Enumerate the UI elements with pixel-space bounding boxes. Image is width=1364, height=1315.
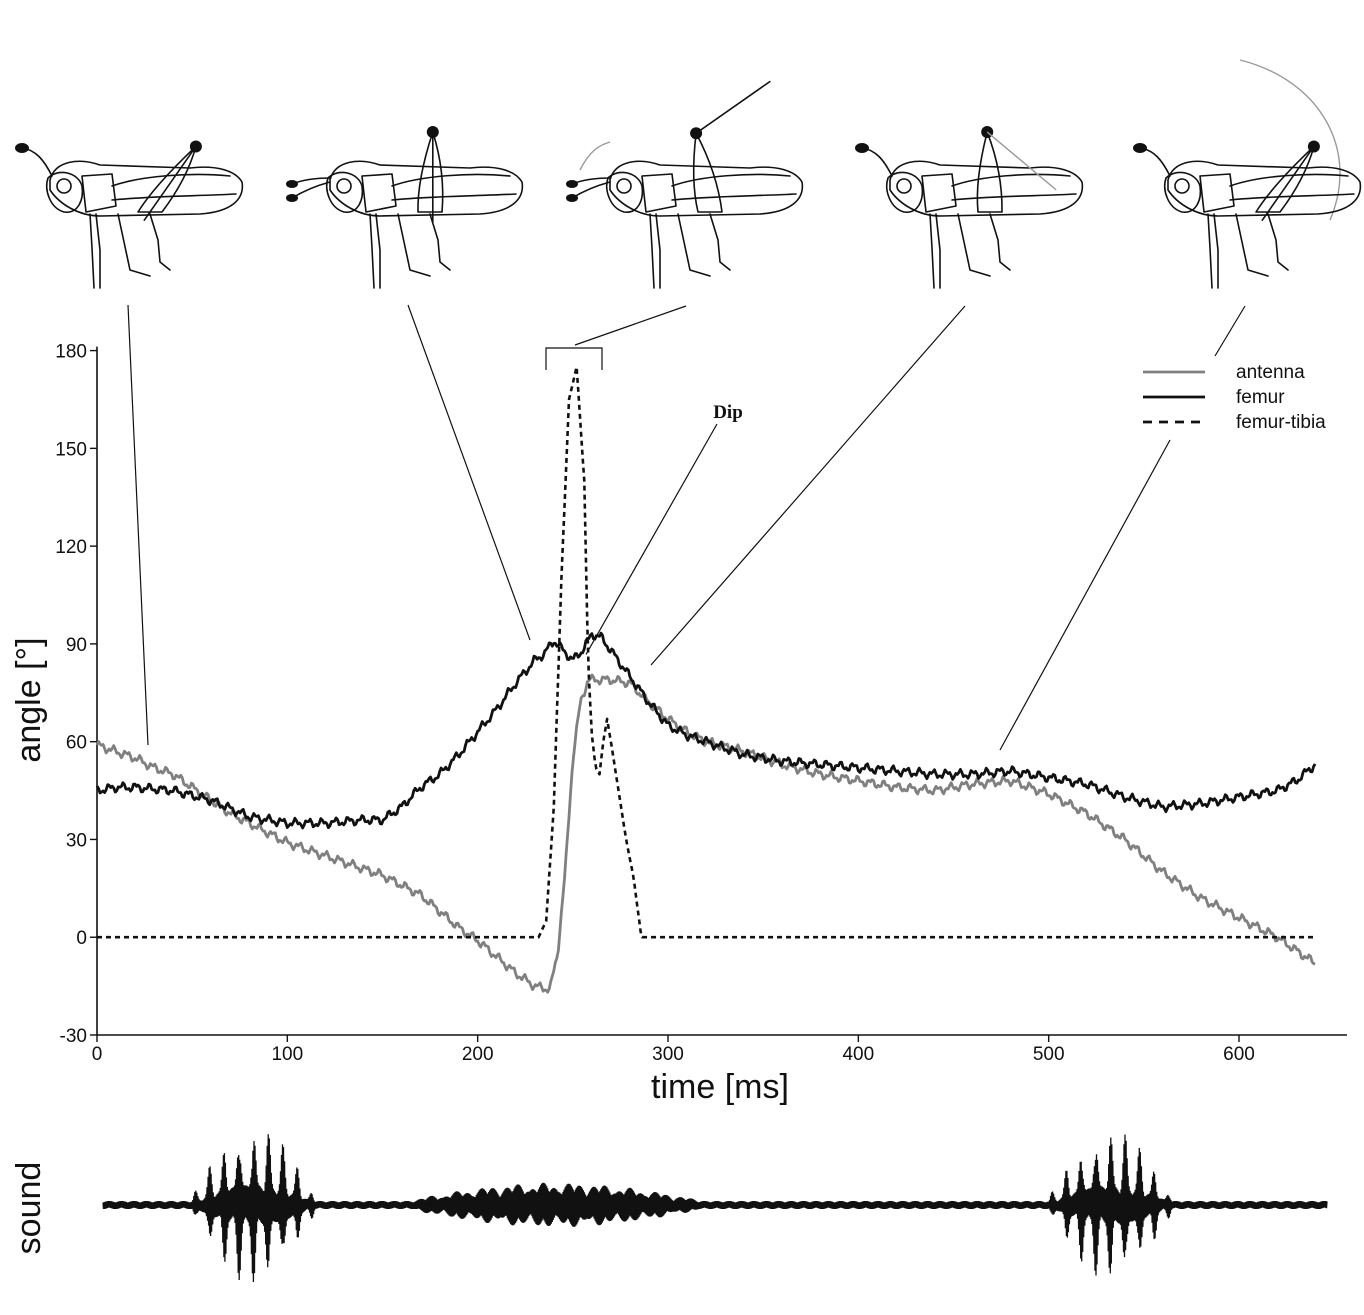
peak-bracket	[545, 347, 603, 370]
series-line-femur-tibia	[97, 365, 1316, 939]
y-tick-label: 180	[55, 342, 87, 363]
y-tick-label: 30	[66, 830, 87, 851]
leader-lines	[127, 304, 1246, 751]
legend-label-antenna: antenna	[1236, 362, 1305, 383]
y-tick-label: 0	[76, 928, 87, 949]
y-tick-label: 150	[55, 439, 87, 460]
y-tick-label: 90	[66, 635, 87, 656]
illustration-leader-line	[999, 439, 1171, 751]
x-tick-label: 500	[1033, 1044, 1065, 1065]
series-line-femur	[95, 631, 1317, 830]
y-tick-label: -30	[60, 1026, 87, 1047]
grasshopper-drawing	[286, 126, 611, 289]
chart-axes	[96, 346, 1347, 1036]
grasshopper-drawing	[1133, 140, 1362, 289]
grasshopper-illustrations	[15, 59, 1362, 289]
x-tick-label: 600	[1223, 1044, 1255, 1065]
x-axis-label: time [ms]	[651, 1068, 789, 1106]
grasshopper-drawing	[566, 59, 1341, 289]
y-tick-label: 120	[55, 537, 87, 558]
chart-annotations: Dip	[545, 347, 743, 655]
sound-trace: sound	[10, 1134, 1328, 1283]
annotation-dip: Dip	[713, 402, 743, 423]
dip-leader-line	[585, 423, 718, 655]
illustration-leader-line	[127, 304, 149, 746]
illustration-leader-line	[407, 304, 531, 641]
x-tick-label: 0	[92, 1044, 103, 1065]
x-tick-label: 100	[271, 1044, 303, 1065]
series-line-antenna	[95, 673, 1316, 994]
grasshopper-drawing	[15, 140, 244, 289]
chart-series	[95, 365, 1317, 994]
grasshopper-drawing	[855, 126, 1084, 289]
legend-label-femur-tibia: femur-tibia	[1236, 412, 1326, 433]
illustration-leader-line	[1214, 305, 1246, 357]
illustration-leader-line	[650, 305, 966, 666]
illustration-leader-line	[574, 305, 687, 346]
chart-legend: antenna femur femur-tibia	[1143, 362, 1326, 433]
x-tick-label: 400	[842, 1044, 874, 1065]
sound-waveform	[102, 1134, 1328, 1283]
y-tick-label: 60	[66, 733, 87, 754]
legend-label-femur: femur	[1236, 387, 1285, 408]
sound-label: sound	[10, 1162, 48, 1255]
y-axis-label: angle [°]	[10, 637, 48, 762]
x-tick-label: 200	[462, 1044, 494, 1065]
x-tick-label: 300	[652, 1044, 684, 1065]
